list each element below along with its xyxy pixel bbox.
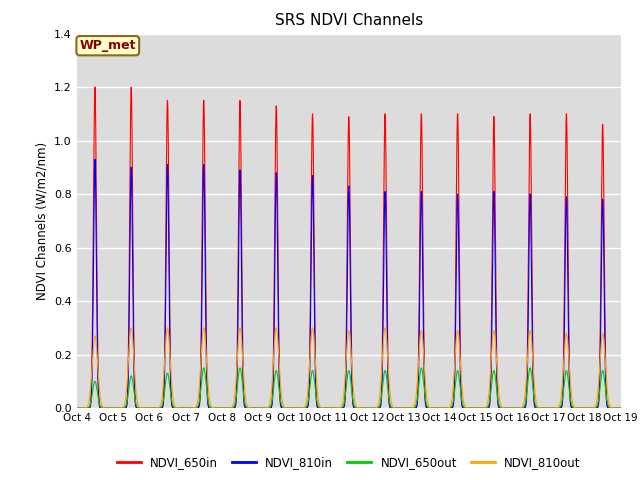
NDVI_650out <box>276 397 284 403</box>
NDVI_650in <box>184 405 191 411</box>
NDVI_650in <box>617 405 625 411</box>
NDVI_650out <box>617 405 625 411</box>
NDVI_650out <box>501 405 509 411</box>
NDVI_810out <box>424 401 431 407</box>
Legend: NDVI_650in, NDVI_810in, NDVI_650out, NDVI_810out: NDVI_650in, NDVI_810in, NDVI_650out, NDV… <box>112 451 586 474</box>
NDVI_650in <box>189 405 197 411</box>
NDVI_810in <box>91 156 99 162</box>
Line: NDVI_650out: NDVI_650out <box>77 368 621 408</box>
NDVI_650out <box>184 405 191 411</box>
NDVI_650in <box>73 405 81 411</box>
NDVI_650out <box>615 405 623 411</box>
NDVI_810out <box>615 405 623 411</box>
NDVI_650in <box>424 405 431 411</box>
Line: NDVI_810in: NDVI_810in <box>77 159 621 408</box>
NDVI_810in <box>617 405 625 411</box>
NDVI_650in <box>91 84 99 90</box>
NDVI_650in <box>276 399 284 405</box>
NDVI_810out <box>127 325 135 331</box>
Y-axis label: NDVI Channels (W/m2/nm): NDVI Channels (W/m2/nm) <box>36 142 49 300</box>
NDVI_810in <box>184 405 191 411</box>
NDVI_810in <box>189 405 197 411</box>
NDVI_810out <box>184 405 191 411</box>
NDVI_650out <box>526 365 534 371</box>
NDVI_810in <box>276 402 284 408</box>
NDVI_810in <box>424 405 431 411</box>
NDVI_650in <box>501 405 509 411</box>
NDVI_810in <box>73 405 81 411</box>
Line: NDVI_650in: NDVI_650in <box>77 87 621 408</box>
NDVI_810in <box>501 405 509 411</box>
NDVI_810in <box>615 405 623 411</box>
NDVI_650out <box>424 404 431 410</box>
NDVI_810out <box>617 405 625 411</box>
Title: SRS NDVI Channels: SRS NDVI Channels <box>275 13 423 28</box>
NDVI_810out <box>189 405 197 411</box>
NDVI_650out <box>189 405 197 411</box>
NDVI_810out <box>276 381 284 387</box>
NDVI_650in <box>615 405 623 411</box>
Text: WP_met: WP_met <box>79 39 136 52</box>
Line: NDVI_810out: NDVI_810out <box>77 328 621 408</box>
NDVI_810out <box>501 405 509 411</box>
NDVI_810out <box>73 405 81 411</box>
NDVI_650out <box>73 405 81 411</box>
